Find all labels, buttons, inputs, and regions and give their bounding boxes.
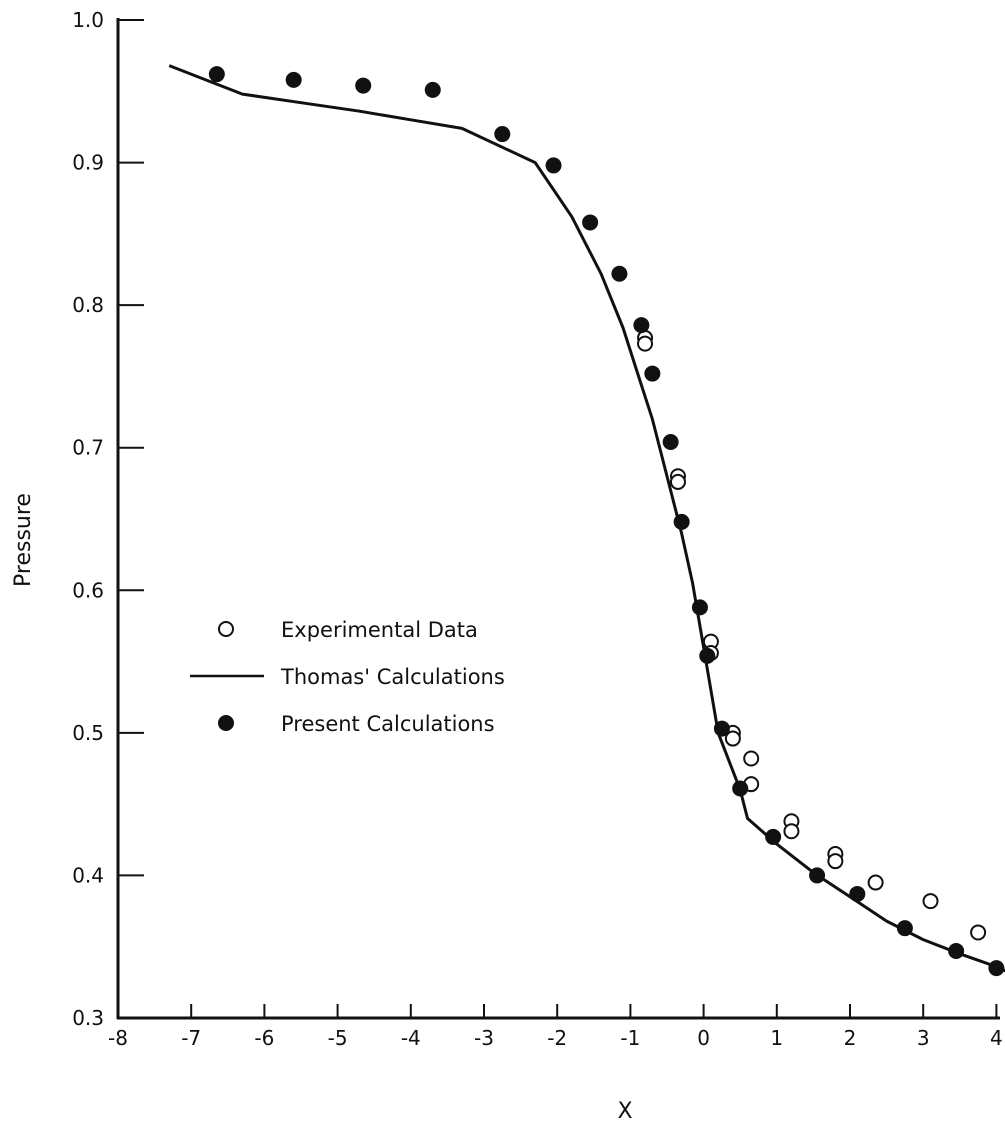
present-calculation-point	[611, 265, 628, 282]
y-tick-label: 0.7	[72, 436, 104, 460]
present-calculation-point	[699, 647, 716, 664]
present-calculation-point	[494, 126, 511, 143]
present-calculation-point	[644, 365, 661, 382]
y-tick-label: 1.0	[72, 8, 104, 32]
x-ticks: -8 -7 -6 -5 -4 -3 -2 -1 0 1 2 3 4	[108, 1004, 1003, 1050]
y-ticks: 0.3 0.4 0.5 0.6 0.7 0.8 0.9 1.0	[72, 8, 144, 1030]
experimental-data-point	[724, 730, 741, 747]
legend: Experimental Data Thomas' Calculations P…	[190, 618, 505, 736]
present-calculation-point	[849, 885, 866, 902]
experimental-data-point	[867, 874, 884, 891]
present-calculation-point	[208, 66, 225, 83]
x-axis-title: X	[617, 1099, 632, 1124]
x-tick-label: 2	[844, 1026, 857, 1050]
present-calculation-point	[713, 720, 730, 737]
present-calculation-point	[948, 942, 965, 959]
experimental-data-point	[970, 924, 987, 941]
present-calculation-point	[765, 828, 782, 845]
x-tick-label: -2	[547, 1026, 567, 1050]
x-tick-label: 3	[917, 1026, 930, 1050]
x-tick-label: 0	[697, 1026, 710, 1050]
y-tick-label: 0.5	[72, 721, 104, 745]
present-calculation-point	[673, 513, 690, 530]
series-layer	[168, 64, 1005, 977]
legend-label-present: Present Calculations	[281, 712, 495, 736]
experimental-data-point	[827, 853, 844, 870]
x-tick-label: -5	[328, 1026, 348, 1050]
present-calculation-point	[691, 599, 708, 616]
y-tick-label: 0.3	[72, 1006, 104, 1030]
experimental-data-point	[637, 335, 654, 352]
legend-open-circle-marker	[218, 621, 234, 637]
legend-filled-circle-marker	[218, 715, 234, 731]
present-calculation-point	[355, 77, 372, 94]
x-tick-label: -3	[474, 1026, 494, 1050]
x-tick-label: -1	[620, 1026, 640, 1050]
y-tick-label: 0.6	[72, 578, 104, 602]
y-tick-label: 0.9	[72, 151, 104, 175]
experimental-data-point	[783, 823, 800, 840]
experimental-data-point	[669, 473, 686, 490]
x-tick-label: -4	[401, 1026, 421, 1050]
experimental-data-point	[743, 750, 760, 767]
present-calculation-point	[424, 81, 441, 98]
x-tick-label: -7	[181, 1026, 201, 1050]
present-calculation-point	[285, 71, 302, 88]
x-tick-label: -8	[108, 1026, 128, 1050]
y-tick-label: 0.8	[72, 293, 104, 317]
y-axis-title: Pressure	[11, 493, 36, 587]
y-tick-label: 0.4	[72, 863, 104, 887]
present-calculation-point	[582, 214, 599, 231]
present-calculation-point	[662, 434, 679, 451]
present-calculation-point	[732, 780, 749, 797]
present-calculation-point	[809, 867, 826, 884]
thomas-calculation-line	[168, 64, 1005, 973]
x-tick-label: 1	[770, 1026, 783, 1050]
present-calculation-point	[633, 317, 650, 334]
legend-label-thomas: Thomas' Calculations	[280, 665, 505, 689]
present-calculation-point	[896, 920, 913, 937]
experimental-data-point	[922, 893, 939, 910]
x-tick-label: 4	[990, 1026, 1003, 1050]
present-calculation-point	[988, 960, 1005, 977]
present-calculation-point	[545, 157, 562, 174]
legend-label-experimental: Experimental Data	[281, 618, 478, 642]
x-tick-label: -6	[254, 1026, 274, 1050]
